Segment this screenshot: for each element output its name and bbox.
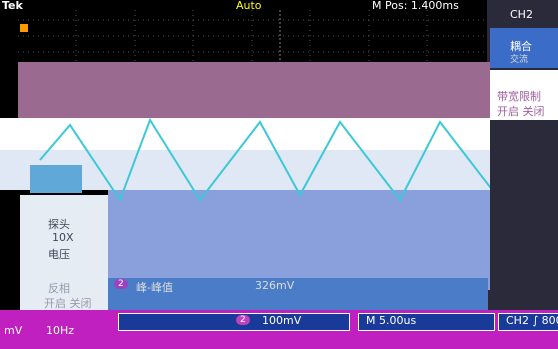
menu-sub: 电压 bbox=[48, 248, 70, 261]
status-cell bbox=[498, 313, 558, 331]
menu-label: 带宽限制 bbox=[497, 90, 541, 103]
timebase: M 5.00us bbox=[366, 314, 417, 327]
trigger: CH2 ∫ 800 bbox=[506, 314, 558, 327]
menu-label: 耦合 bbox=[510, 40, 532, 53]
status-channel: 2 bbox=[236, 315, 250, 325]
measurement-value: 326mV bbox=[255, 279, 295, 292]
left-menu bbox=[20, 195, 108, 315]
menu-value: 10X bbox=[52, 231, 74, 244]
brand: Tek bbox=[2, 0, 23, 12]
trigger-mode: Auto bbox=[236, 0, 262, 12]
glitch-band bbox=[18, 62, 490, 118]
glitch-band bbox=[108, 190, 490, 290]
measurement-name: 峰-峰值 bbox=[136, 281, 173, 294]
channel-title: CH2 bbox=[510, 8, 533, 21]
menu-item-selected[interactable] bbox=[490, 28, 558, 68]
glitch-band bbox=[0, 118, 490, 150]
left-scale: mV bbox=[4, 324, 23, 337]
glitch-block bbox=[30, 165, 82, 193]
menu-item[interactable] bbox=[490, 70, 558, 120]
menu-label: 探头 bbox=[48, 218, 70, 231]
menu-value: 交流 bbox=[510, 55, 529, 65]
menu-value: 开启 关闭 bbox=[44, 297, 92, 310]
measurement-box bbox=[108, 278, 488, 310]
m-pos: M Pos: 1.400ms bbox=[372, 0, 459, 12]
ch2-scale: 100mV bbox=[262, 314, 302, 327]
menu-value: 开启 关闭 bbox=[497, 105, 545, 118]
grid bbox=[18, 10, 486, 62]
frequency: 10Hz bbox=[46, 324, 75, 337]
menu-label: 反相 bbox=[48, 282, 70, 295]
status-cell bbox=[118, 313, 350, 331]
waveform bbox=[39, 117, 490, 203]
status-cell bbox=[358, 313, 495, 331]
measurement-channel: 2 bbox=[114, 279, 128, 289]
